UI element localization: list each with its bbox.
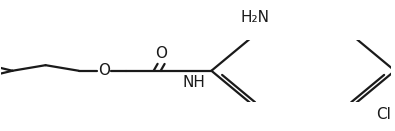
Text: O: O (98, 63, 110, 78)
Text: Cl: Cl (376, 107, 391, 122)
Text: O: O (155, 47, 167, 61)
Text: H₂N: H₂N (241, 10, 270, 25)
Text: NH: NH (182, 75, 205, 90)
